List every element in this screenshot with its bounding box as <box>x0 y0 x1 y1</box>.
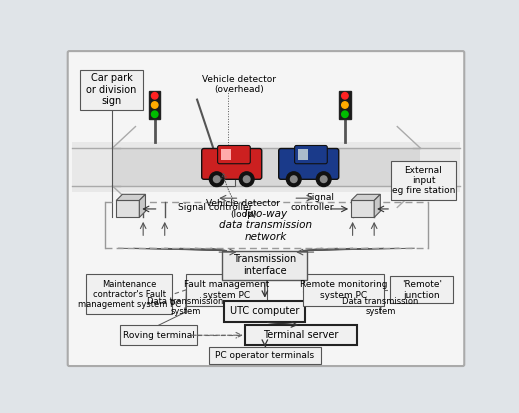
Circle shape <box>243 176 250 183</box>
Text: PC operator terminals: PC operator terminals <box>215 351 315 360</box>
Text: Fault management
system PC: Fault management system PC <box>184 280 269 299</box>
Bar <box>339 91 351 119</box>
Circle shape <box>210 172 224 187</box>
FancyBboxPatch shape <box>202 149 262 179</box>
Text: Maintenance
contractor's Fault
management system PC: Maintenance contractor's Fault managemen… <box>78 280 181 309</box>
Circle shape <box>239 172 254 187</box>
Bar <box>391 161 456 200</box>
Bar <box>213 175 235 186</box>
Polygon shape <box>351 195 380 200</box>
Text: Car park
or division
sign: Car park or division sign <box>87 73 137 106</box>
Text: Two-way
data transmission
network: Two-way data transmission network <box>219 209 312 242</box>
Text: Signal
controller: Signal controller <box>291 193 334 213</box>
Text: Data transmission
system: Data transmission system <box>147 297 224 316</box>
Bar <box>120 325 197 345</box>
Bar <box>209 347 321 364</box>
Bar <box>351 200 374 217</box>
Bar <box>116 200 139 217</box>
Bar <box>113 148 420 186</box>
Circle shape <box>342 102 348 108</box>
Bar <box>86 274 172 314</box>
Bar <box>186 274 267 306</box>
Circle shape <box>213 176 220 183</box>
Text: Roving terminal: Roving terminal <box>122 331 195 340</box>
Circle shape <box>152 111 158 117</box>
Circle shape <box>152 102 158 108</box>
Text: UTC computer: UTC computer <box>230 306 299 316</box>
Text: Vehicle detector
(overhead): Vehicle detector (overhead) <box>202 74 277 94</box>
Text: Signal controller: Signal controller <box>178 203 252 212</box>
Bar <box>80 69 143 109</box>
Text: External
input
eg fire station: External input eg fire station <box>392 166 455 195</box>
Bar <box>303 274 384 306</box>
Circle shape <box>291 176 297 183</box>
Text: Terminal server: Terminal server <box>263 330 339 340</box>
Text: Data transmission
system: Data transmission system <box>342 297 418 316</box>
Circle shape <box>320 176 327 183</box>
Bar <box>206 168 227 178</box>
Bar <box>245 325 357 345</box>
Bar <box>298 149 308 160</box>
Bar <box>390 276 454 303</box>
Polygon shape <box>139 195 145 217</box>
Polygon shape <box>374 195 380 217</box>
Text: Remote monitoring
system PC: Remote monitoring system PC <box>299 280 387 299</box>
Bar <box>223 251 307 280</box>
FancyBboxPatch shape <box>279 149 339 179</box>
FancyBboxPatch shape <box>67 51 465 366</box>
Circle shape <box>286 172 301 187</box>
Bar <box>149 91 160 119</box>
Bar <box>72 142 460 192</box>
Bar <box>221 149 231 160</box>
Text: 'Remote'
junction: 'Remote' junction <box>402 280 442 299</box>
Polygon shape <box>116 195 145 200</box>
Bar <box>224 301 305 322</box>
Circle shape <box>342 111 348 117</box>
Text: Vehicle detector
(loop): Vehicle detector (loop) <box>206 199 280 218</box>
FancyBboxPatch shape <box>295 145 327 164</box>
Circle shape <box>342 93 348 99</box>
FancyBboxPatch shape <box>217 145 250 164</box>
Circle shape <box>152 93 158 99</box>
Text: Transmission
interface: Transmission interface <box>233 254 296 276</box>
Circle shape <box>317 172 331 187</box>
